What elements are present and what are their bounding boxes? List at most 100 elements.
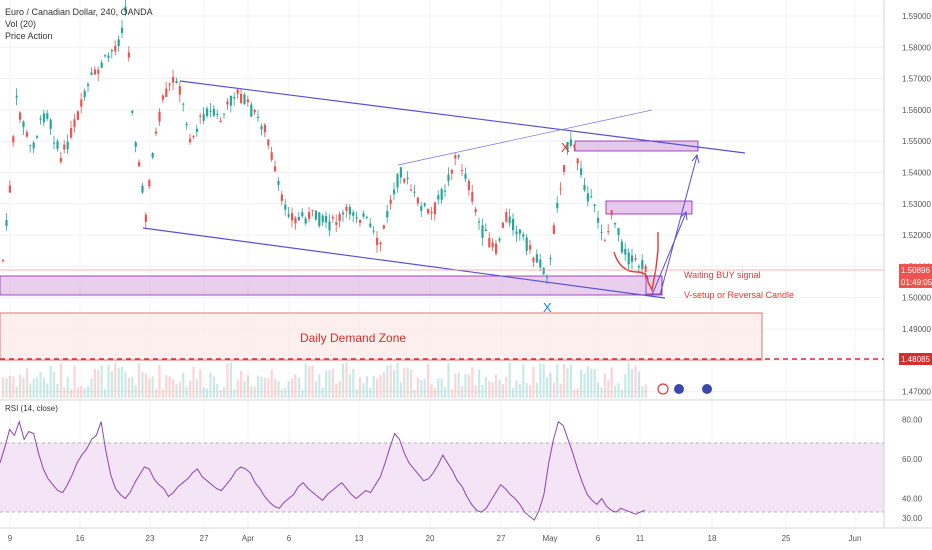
time-label: 6 [596, 534, 601, 543]
volume-bar [345, 362, 348, 398]
volume-bar [559, 383, 562, 398]
volume-bar [546, 377, 549, 398]
volume-bar [314, 381, 317, 398]
candle-body [576, 158, 579, 164]
volume-bar [359, 377, 362, 398]
volume-bar [427, 363, 430, 398]
candle-body [287, 214, 290, 217]
candle-body [199, 115, 202, 117]
volume-bar [437, 377, 440, 398]
volume-bar [240, 370, 243, 398]
candle-body [515, 231, 518, 235]
candle-body [158, 111, 161, 122]
candle-body [267, 139, 270, 146]
volume-bar [277, 381, 280, 398]
candle-body [223, 113, 226, 115]
event-icon-news[interactable] [674, 384, 684, 394]
volume-bar [382, 372, 385, 398]
resistance-box-upper [574, 140, 699, 152]
candle-body [172, 76, 175, 83]
event-icons[interactable] [657, 383, 712, 395]
candle-body [110, 49, 113, 52]
time-label: May [542, 534, 557, 543]
volume-bar [243, 380, 246, 398]
candle-body [15, 95, 18, 98]
event-icon-flag[interactable] [657, 383, 669, 395]
candle-body [233, 97, 236, 99]
price-tick: 1.56000 [902, 106, 931, 115]
candle-body [491, 242, 494, 248]
candle-body [461, 169, 464, 171]
volume-bar [304, 363, 307, 398]
countdown-tag [899, 276, 932, 288]
volume-bar [399, 382, 402, 398]
candle-body [342, 212, 345, 215]
volume-bar [8, 376, 11, 398]
volume-bar [607, 379, 610, 398]
price-tick: 1.47000 [902, 388, 931, 397]
volume-bar [250, 385, 253, 398]
time-label: 11 [636, 534, 645, 543]
candle-body [444, 190, 447, 192]
volume-bar [484, 376, 487, 398]
candle-body [90, 72, 93, 75]
candle-body [488, 238, 491, 248]
volume-bar [481, 385, 484, 398]
volume-bar [525, 383, 528, 398]
candle-body [80, 99, 83, 107]
volume-bar [352, 368, 355, 398]
volume-bar [403, 367, 406, 398]
candle-body [314, 210, 317, 220]
candle-body [399, 167, 402, 178]
volume-bar [267, 378, 270, 398]
volume-bar [342, 363, 345, 398]
volume-bar [610, 367, 613, 398]
volume-bar [539, 363, 542, 398]
candle-body [182, 103, 185, 105]
volume-bar [518, 383, 521, 398]
reversal-candle-box [645, 275, 663, 295]
marker-x-top: X [561, 140, 570, 155]
volume-bar [396, 362, 399, 398]
volume-bar [338, 380, 341, 398]
candle-body [263, 124, 266, 133]
volume-bar [22, 377, 25, 398]
volume-indicator-label[interactable]: Vol (20) [5, 19, 37, 29]
volume-bar [202, 387, 205, 398]
volume-bar [365, 376, 368, 398]
candle-body [297, 216, 300, 221]
candle-body [53, 142, 56, 144]
volume-bar [29, 383, 32, 398]
candle-body [5, 220, 8, 227]
volume-bar [532, 366, 535, 398]
candle-body [637, 266, 640, 268]
volume-bar [376, 378, 379, 398]
candle-body [274, 166, 277, 172]
volume-bar [461, 386, 464, 398]
resistance-box-lower [605, 200, 693, 215]
candle-body [644, 266, 647, 272]
candle-body [56, 141, 59, 149]
channel-upper-line [179, 80, 746, 154]
symbol-title[interactable]: Euro / Canadian Dollar, 240, OANDA [5, 7, 153, 17]
candle-body [226, 101, 229, 105]
volume-bar [158, 364, 161, 398]
candle-body [495, 243, 498, 254]
volume-bar [556, 363, 559, 398]
candle-body [440, 189, 443, 200]
volume-bar [253, 387, 256, 398]
rsi-legend[interactable]: RSI (14, close) [5, 404, 58, 413]
volume-bar [389, 364, 392, 398]
event-icon-news-2[interactable] [702, 384, 712, 394]
volume-bar [331, 368, 334, 398]
volume-bar [420, 380, 423, 398]
candle-body [114, 45, 117, 52]
candle-body [141, 185, 144, 193]
price-action-indicator-label[interactable]: Price Action [5, 31, 53, 41]
volume-bar [355, 388, 358, 398]
candle-body [362, 213, 365, 217]
volume-bar [457, 372, 460, 398]
volume-bar [644, 384, 647, 398]
volume-bar [189, 380, 192, 398]
